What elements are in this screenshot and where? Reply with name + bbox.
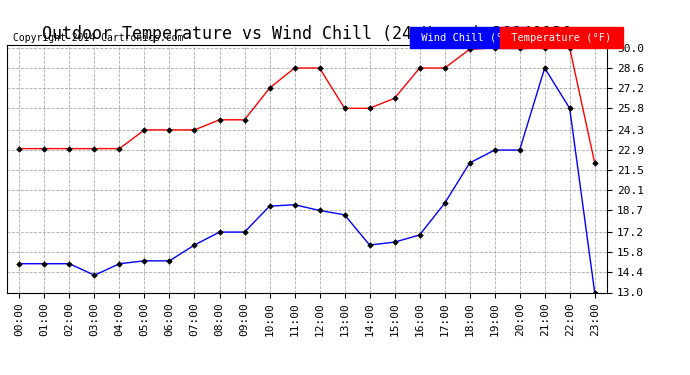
Text: Wind Chill (°F): Wind Chill (°F) [415,33,522,42]
Text: Copyright 2014 Cartronics.com: Copyright 2014 Cartronics.com [13,33,184,42]
Text: Temperature (°F): Temperature (°F) [505,33,618,42]
Title: Outdoor Temperature vs Wind Chill (24 Hours) 20140130: Outdoor Temperature vs Wind Chill (24 Ho… [42,26,572,44]
